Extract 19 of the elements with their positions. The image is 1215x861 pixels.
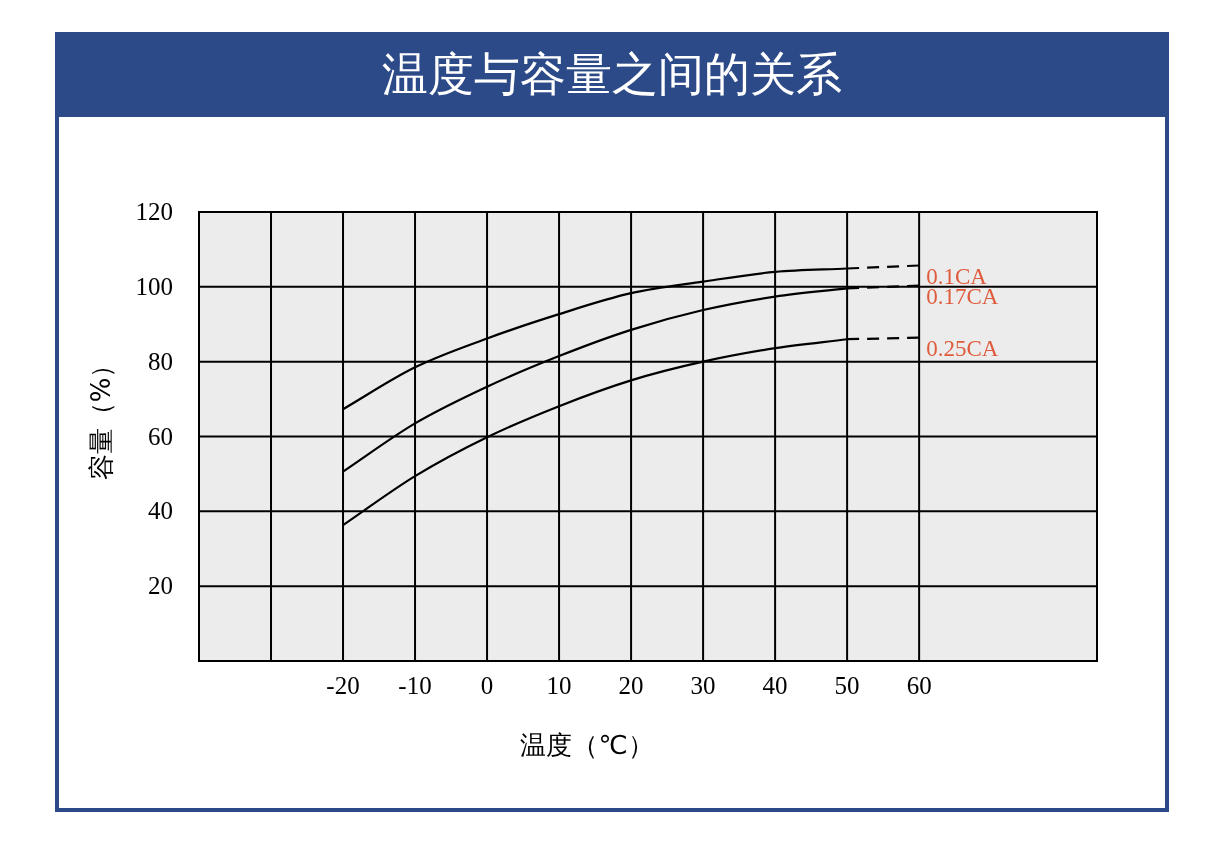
x-tick-label: 60 [906,672,932,699]
chart-title: 温度与容量之间的关系 [382,47,842,101]
x-tick-label: -10 [398,672,432,699]
y-tick-label: 40 [148,497,173,525]
y-tick-label: 100 [135,272,173,300]
y-tick-label: 120 [135,198,173,225]
x-tick-label: 0 [480,672,494,699]
x-tick-label: 40 [762,672,788,699]
y-tick-label: 20 [148,572,173,600]
x-tick-label: -20 [326,672,360,699]
x-tick-label: 30 [690,672,716,699]
x-tick-label: 10 [546,672,572,699]
y-tick-label: 60 [148,422,173,450]
text: 0.25CA [926,335,999,361]
x-tick-label: 50 [834,672,860,699]
x-tick-label: 20 [618,672,644,699]
y-axis-title: 容量（%） [86,351,116,481]
y-tick-label: 80 [148,347,173,375]
x-axis-title: 温度（℃） [520,730,654,760]
